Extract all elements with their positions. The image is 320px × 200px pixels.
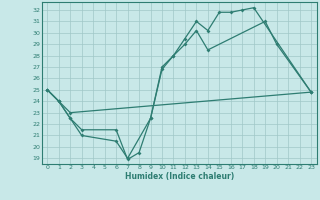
X-axis label: Humidex (Indice chaleur): Humidex (Indice chaleur) [124,172,234,181]
